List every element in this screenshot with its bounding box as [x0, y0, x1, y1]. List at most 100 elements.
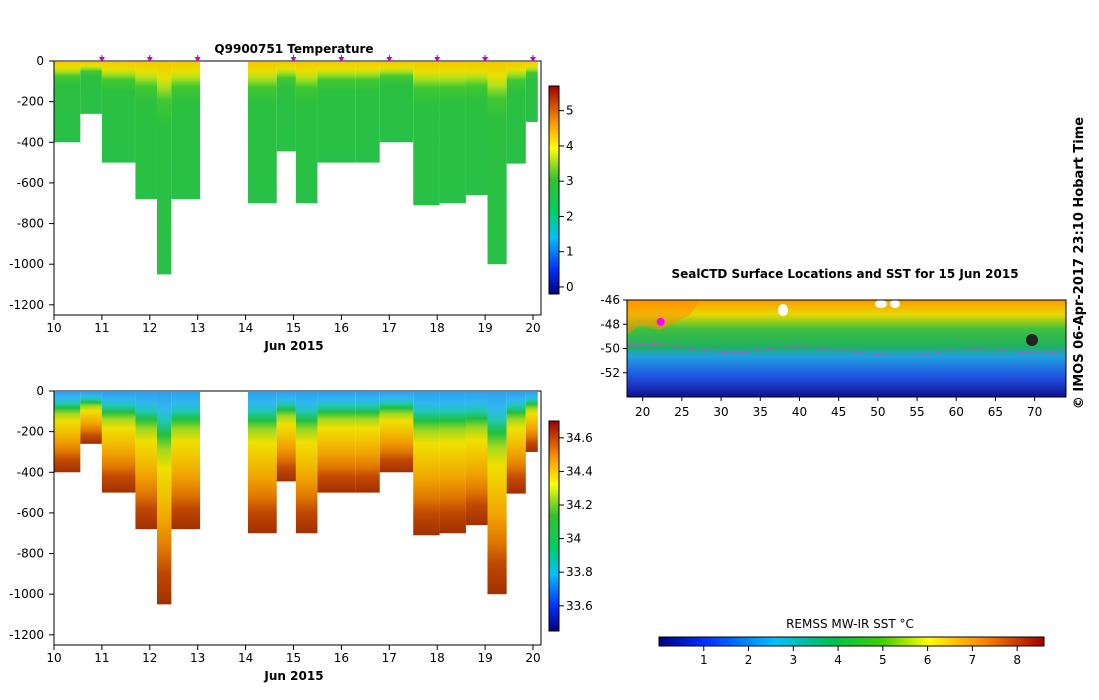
x-tick-label: 14: [238, 651, 253, 665]
sst-map-panel: SealCTD Surface Locations and SST for 15…: [600, 267, 1067, 419]
profile-column: [379, 392, 414, 473]
x-tick-label: 20: [525, 321, 540, 335]
profile-column: [413, 62, 440, 206]
profile-column: [317, 392, 356, 493]
sst-map-title: SealCTD Surface Locations and SST for 15…: [671, 267, 1018, 281]
profile-column: [247, 392, 277, 534]
x-tick-label: 11: [94, 651, 109, 665]
temperature-panel: Q9900751 Temperature 10 11 12 13 14 15 16 17 18 1…: [9, 42, 574, 353]
colorbar-tick-label: 33.6: [566, 599, 593, 613]
sst-colorbar-tick-label: 6: [924, 653, 932, 667]
profile-marker: [482, 57, 489, 62]
temperature-xlabel: Jun 2015: [263, 339, 323, 353]
profile-marker: [290, 57, 297, 62]
profile-column: [379, 62, 414, 143]
profile-column: [355, 62, 380, 163]
map-x-tick-label: 70: [1027, 405, 1042, 419]
profile-markers: [98, 55, 536, 62]
land-patch: [890, 300, 900, 308]
map-x-tick-label: 30: [713, 405, 728, 419]
sst-map-x-axis: 20 25 30 35 40 45 50 55 60 65 70: [635, 397, 1042, 419]
sst-polar-front: [626, 343, 1067, 357]
profile-column: [525, 392, 538, 452]
map-y-tick-label: -48: [600, 317, 620, 331]
sst-colorbar-ticks: 1 2 3 4 5 6 7 8: [700, 646, 1021, 667]
colorbar-tick-label: 2: [566, 209, 574, 223]
sst-colorbar-tick-label: 5: [879, 653, 887, 667]
colorbar-tick-label: 34: [566, 532, 581, 546]
y-tick-label: -1200: [9, 628, 44, 642]
sst-colorbar: [658, 636, 1045, 647]
x-tick-label: 18: [430, 651, 445, 665]
map-x-tick-label: 25: [674, 405, 689, 419]
salinity-cells: [54, 392, 538, 605]
map-y-tick-label: -50: [600, 342, 620, 356]
profile-marker: [530, 57, 536, 62]
sst-colorbar-tick-label: 7: [969, 653, 977, 667]
map-x-tick-label: 65: [988, 405, 1003, 419]
x-tick-label: 10: [46, 651, 61, 665]
x-tick-label: 18: [430, 321, 445, 335]
map-x-tick-label: 40: [792, 405, 807, 419]
profile-column: [465, 62, 488, 196]
y-tick-label: -1200: [9, 298, 44, 312]
profile-column: [171, 392, 201, 530]
salinity-xlabel: Jun 2015: [263, 669, 323, 683]
map-x-tick-label: 35: [753, 405, 768, 419]
colorbar-tick-label: 34.2: [566, 498, 593, 512]
kerguelen-island: [1026, 334, 1038, 346]
x-tick-label: 15: [286, 651, 301, 665]
salinity-y-axis: 0 -200 -400 -600 -800 -1000 -1200: [9, 384, 54, 642]
temperature-colorbar: [548, 85, 560, 295]
profile-column: [506, 62, 526, 164]
y-tick-label: -1000: [9, 257, 44, 271]
seal-location-marker: [656, 317, 665, 326]
profile-marker: [194, 57, 201, 62]
profile-column: [156, 392, 172, 605]
profile-marker: [98, 57, 105, 62]
sst-colorbar-tick-label: 1: [700, 653, 708, 667]
x-tick-label: 17: [382, 321, 397, 335]
profile-column: [80, 392, 102, 444]
sst-map-y-axis: -46 -48 -50 -52: [600, 293, 627, 380]
profile-column: [487, 62, 507, 265]
temperature-plot-frame: [53, 60, 542, 316]
x-tick-label: 19: [477, 651, 492, 665]
colorbar-tick-label: 5: [566, 104, 574, 118]
x-tick-label: 17: [382, 651, 397, 665]
y-tick-label: -1000: [9, 587, 44, 601]
profile-column: [295, 392, 318, 534]
map-x-tick-label: 20: [635, 405, 650, 419]
map-y-tick-label: -46: [600, 293, 620, 307]
y-tick-label: 0: [36, 384, 44, 398]
profile-marker: [146, 57, 153, 62]
colorbar-tick-label: 34.4: [566, 464, 593, 478]
salinity-panel: 10 11 12 13 14 15 16 17 18 19 20 0 -200 -400 -600 -800…: [9, 384, 593, 683]
x-tick-label: 12: [142, 321, 157, 335]
profile-column: [506, 392, 526, 494]
salinity-colorbar-ticks: 33.6 33.8 34 34.2 34.4 34.6: [559, 431, 593, 613]
colorbar-tick-label: 1: [566, 245, 574, 259]
y-tick-label: 0: [36, 54, 44, 68]
profile-column: [525, 62, 538, 122]
colorbar-tick-label: 4: [566, 139, 574, 153]
sst-colorbar-tick-label: 2: [745, 653, 753, 667]
temperature-colorbar-ticks: 0 1 2 3 4 5: [559, 104, 574, 294]
profile-column: [295, 62, 318, 204]
profile-column: [101, 62, 136, 163]
land-patch: [778, 304, 788, 316]
sst-colorbar-tick-label: 8: [1013, 653, 1021, 667]
temperature-y-axis: 0 -200 -400 -600 -800 -1000 -1200: [9, 54, 54, 312]
x-tick-label: 13: [190, 651, 205, 665]
temperature-title: Q9900751 Temperature: [214, 42, 373, 56]
profile-column: [135, 62, 157, 200]
x-tick-label: 16: [334, 651, 349, 665]
profile-column: [355, 392, 380, 493]
y-tick-label: -800: [17, 547, 44, 561]
map-x-tick-label: 60: [949, 405, 964, 419]
x-tick-label: 20: [525, 651, 540, 665]
x-tick-label: 19: [477, 321, 492, 335]
map-y-tick-label: -52: [600, 366, 620, 380]
colorbar-tick-label: 3: [566, 174, 574, 188]
map-x-tick-label: 50: [870, 405, 885, 419]
